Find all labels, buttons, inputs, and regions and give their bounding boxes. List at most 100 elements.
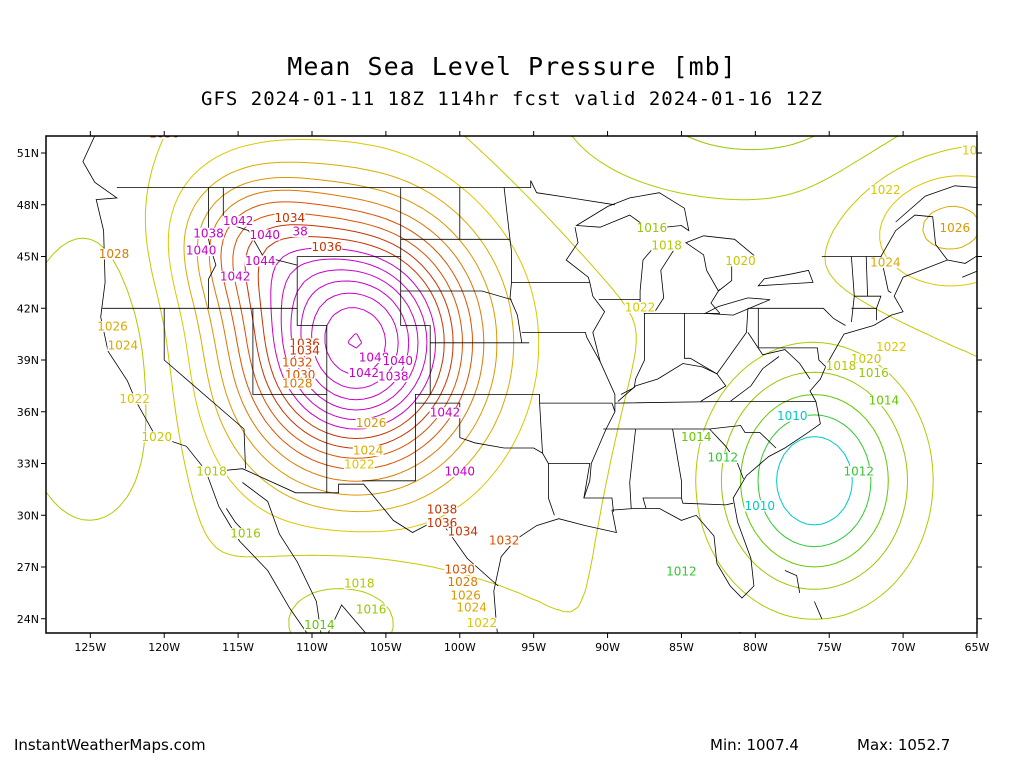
isobar-label: 1020 (851, 352, 882, 366)
isobar-label-bg (961, 145, 977, 156)
lon-label: 125W (74, 641, 106, 654)
isobar-1024 (183, 161, 977, 513)
isobar-label-bg (119, 393, 151, 405)
isobar-1018 (46, 136, 934, 633)
lat-label: 51N (17, 147, 39, 160)
lat-label: 45N (17, 251, 39, 264)
lon-label: 90W (595, 641, 620, 654)
isobar-1026 (196, 177, 498, 496)
isobar-label: 1014 (869, 394, 900, 408)
isobar-label-bg (355, 603, 387, 615)
state-border (865, 256, 868, 297)
isobar-label-bg (869, 184, 901, 196)
isobar-label-bg (444, 465, 476, 477)
coastline (493, 255, 977, 633)
isobar-label-bg (281, 357, 313, 369)
state-border (821, 214, 948, 261)
isobar-label-bg (447, 526, 479, 538)
state-border (617, 363, 727, 402)
isobar-label-bg (869, 257, 901, 269)
isobar-label-bg (450, 590, 482, 602)
state-border (629, 428, 636, 509)
isobar-label-bg (281, 377, 313, 389)
isobar-label: 1016 (230, 526, 261, 540)
isobar-label: 1016 (356, 602, 387, 616)
isobar-label: 1022 (870, 183, 901, 197)
isobar-label: 1036 (312, 240, 343, 254)
isobar-label: 1018 (196, 464, 227, 478)
max-value: Max: 1052.7 (857, 736, 951, 754)
isobar-label: 1040 (249, 228, 280, 242)
lon-label: 75W (817, 641, 842, 654)
lon-label: 80W (743, 641, 768, 654)
isobar-label: 1022 (625, 300, 656, 314)
geographic-boundaries (82, 136, 977, 633)
isobar-label-bg (444, 564, 476, 576)
source-credit: InstantWeatherMaps.com (14, 736, 206, 754)
state-border (620, 313, 645, 395)
coastline (814, 601, 823, 619)
isobar-label: 1024 (456, 601, 487, 615)
isobar-1030 (220, 201, 473, 470)
state-border (415, 402, 543, 454)
isobar-label-bg (311, 241, 343, 253)
map-frame (45, 135, 978, 634)
isobar-label-bg (291, 226, 309, 238)
isobar-label: 1020 (725, 254, 756, 268)
coastline (242, 482, 322, 633)
isobar-label-bg (97, 320, 128, 332)
isobar-label-bg (193, 227, 224, 239)
map-subtitle: GFS 2024-01-11 18Z 114hr fcst valid 2024… (201, 88, 823, 110)
isobar-label: 1038 (378, 369, 409, 383)
lat-label: 27N (17, 561, 39, 574)
isobar-label-bg (303, 619, 335, 631)
isobar-1010 (776, 436, 853, 526)
isobar-label-bg (624, 301, 656, 313)
isobar-label-bg (358, 352, 390, 363)
state-border (297, 256, 431, 482)
lon-label: 100W (444, 641, 476, 654)
lon-label: 120W (148, 641, 180, 654)
isobar-label: 1038 (427, 502, 458, 516)
lon-label: 115W (222, 641, 254, 654)
isobar-label: 1018 (826, 359, 857, 373)
isobar-label: 1044 (245, 254, 276, 268)
isobar-label-bg (488, 534, 520, 546)
state-border (747, 332, 811, 380)
isobar-label: 10 (962, 144, 977, 158)
isobar-label-bg (98, 248, 130, 260)
isobar-label-bg (939, 222, 971, 234)
isobar-label-bg (107, 339, 139, 351)
state-border (296, 256, 328, 493)
isobar-label: 1038 (193, 226, 224, 240)
isobar-label: 1040 (382, 354, 413, 368)
lat-label: 36N (17, 406, 39, 419)
lake-outline (757, 269, 814, 287)
lat-label: 48N (17, 199, 39, 212)
isobar-label-bg (377, 370, 409, 382)
state-border (163, 308, 245, 430)
isobar-label: 1018 (344, 576, 375, 590)
map-axes: 51N 48N 45N 42N 39N 36N 33N 30N 27N 24N 125W 120W 11… (17, 131, 990, 654)
lon-label: 65W (965, 641, 990, 654)
isobar-label: 1022 (119, 392, 150, 406)
min-value: Min: 1007.4 (710, 736, 799, 754)
isobar-label-bg (680, 431, 712, 443)
isobar-label: 1032 (282, 356, 313, 370)
coastline (784, 570, 801, 593)
isobar-label-bg (352, 445, 384, 457)
isobar-label-bg (382, 355, 414, 367)
isobar-label: 1016 (637, 221, 668, 235)
lat-label: 30N (17, 509, 39, 522)
isobar-1040 (280, 258, 428, 421)
state-border (747, 307, 828, 369)
isobar-label: 1028 (99, 247, 130, 261)
isobar-label: 1012 (666, 564, 697, 578)
isobar-label-bg (466, 617, 498, 629)
isobar-label: 1020 (142, 430, 173, 444)
state-border (565, 227, 591, 283)
isobar-label: 1010 (777, 409, 808, 423)
coastline (82, 136, 308, 633)
